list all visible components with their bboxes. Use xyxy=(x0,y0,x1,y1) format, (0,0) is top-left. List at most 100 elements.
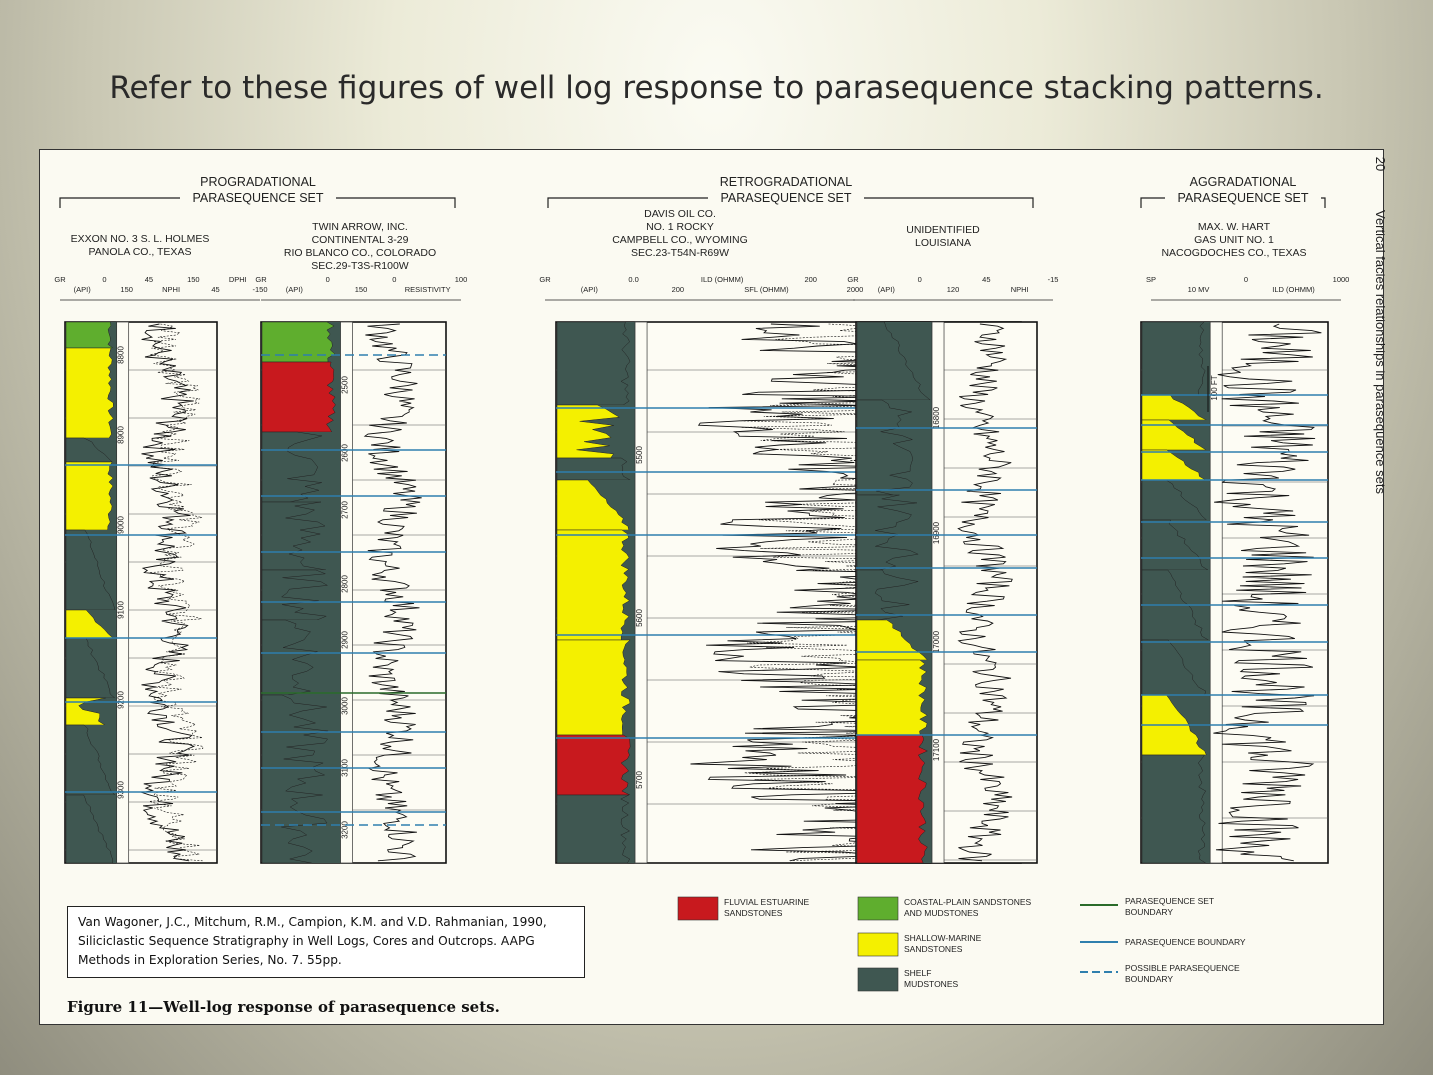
well-1-facies-unit xyxy=(65,529,116,611)
well-2-scale-label-1: GR xyxy=(255,275,267,284)
well-5-scale-label-5: 1000 xyxy=(1333,275,1350,284)
well-2-log-curve-1 xyxy=(363,323,422,862)
legend-swatch-1 xyxy=(677,896,719,921)
well-1-scale-label-9: DPHI xyxy=(229,275,247,284)
well-4-scale-label-2: (API) xyxy=(878,285,896,294)
well-3-scale-label-4: 200 xyxy=(672,285,685,294)
aggradational-header-title: AGGRADATIONAL xyxy=(1190,175,1297,189)
well-3-name-line-2: NO. 1 ROCKY xyxy=(646,221,714,233)
well-3-facies-unit xyxy=(556,321,631,406)
legend-boundary-label-3-1: POSSIBLE PARASEQUENCE xyxy=(1125,963,1240,973)
well-1-scale-label-2: (API) xyxy=(74,285,92,294)
well-4-scale-label-5: 45 xyxy=(982,275,990,284)
well-3-scale-label-3: 0.0 xyxy=(628,275,638,284)
well-3-facies-unit xyxy=(556,457,631,481)
well-5-log-curve-1 xyxy=(1213,323,1322,862)
well-4-scale-label-6: NPHI xyxy=(1011,285,1029,294)
well-2-scale-label-2: (API) xyxy=(286,285,304,294)
well-3-depth-label-2: 5600 xyxy=(635,609,644,627)
well-3-scale-label-2: (API) xyxy=(581,285,599,294)
well-2-facies-unit xyxy=(261,569,329,621)
well-4-depth-column xyxy=(931,321,945,864)
well-3-facies-unit xyxy=(556,794,631,864)
well-3-name-line-1: DAVIS OIL CO. xyxy=(644,208,716,220)
well-4-facies-unit xyxy=(856,619,928,661)
well-4-log-curve-1 xyxy=(957,323,1013,862)
legend-facies-label-4-1: SHELF xyxy=(904,968,931,978)
progradational-header-bracket-left xyxy=(59,197,180,208)
well-2-depth-label-5: 2900 xyxy=(341,631,350,649)
well-5-scale-label-2: 10 MV xyxy=(1188,285,1210,294)
well-4-scale-label-4: 120 xyxy=(947,285,960,294)
side-caption: Vertical facies relationships in paraseq… xyxy=(1373,210,1385,494)
aggradational-header-subtitle: PARASEQUENCE SET xyxy=(1177,191,1308,205)
well-1-log-curve-2 xyxy=(149,323,204,862)
legend-facies-label-1-1: FLUVIAL ESTUARINE xyxy=(724,897,810,907)
well-2-name-line-2: CONTINENTAL 3-29 xyxy=(312,234,409,246)
well-3-scale-label-5: ILD (OHMM) xyxy=(701,275,744,284)
progradational-header-bracket-right xyxy=(336,197,456,208)
well-3-name-line-3: CAMPBELL CO., WYOMING xyxy=(612,234,748,246)
well-1-log-curve-1 xyxy=(140,323,195,862)
retrogradational-header-title: RETROGRADATIONAL xyxy=(720,175,852,189)
well-2-scale-label-3: 0 xyxy=(326,275,330,284)
well-5-scale-label-3: 0 xyxy=(1244,275,1248,284)
well-3-scale-label-7: 200 xyxy=(804,275,817,284)
well-4-depth-label-1: 16800 xyxy=(932,406,941,429)
legend-facies-label-4-2: MUDSTONES xyxy=(904,979,958,989)
well-2-depth-label-8: 3200 xyxy=(341,821,350,839)
well-4-depth-label-3: 17000 xyxy=(932,630,941,653)
well-3-depth-label-1: 5500 xyxy=(635,446,644,464)
well-2-facies-unit xyxy=(261,694,329,864)
figure-caption: Figure 11—Well-log response of paraseque… xyxy=(67,998,500,1016)
well-5-facies-unit xyxy=(1141,479,1208,521)
well-3-facies-unit xyxy=(556,404,621,459)
well-4-scale-label-7: -15 xyxy=(1048,275,1059,284)
well-1-facies-unit xyxy=(65,347,114,439)
progradational-header-title: PROGRADATIONAL xyxy=(200,175,316,189)
well-2-scale-label-6: RESISTIVITY xyxy=(405,285,451,294)
retrogradational-header-bracket-left xyxy=(547,197,708,208)
legend-swatch-4 xyxy=(857,967,899,992)
well-1-depth-label-6: 9300 xyxy=(117,781,126,799)
well-2-depth-label-4: 2800 xyxy=(341,575,350,593)
well-log-diagram: PROGRADATIONAL PARASEQUENCE SET RETROGRADA… xyxy=(54,157,1385,992)
well-1-name-line-1: EXXON NO. 3 S. L. HOLMES xyxy=(71,233,210,245)
well-4-scale-label-1: GR xyxy=(847,275,859,284)
well-1-scale-label-4: 150 xyxy=(120,285,133,294)
well-3-facies-unit xyxy=(556,639,631,736)
well-5-scale-label-1: SP xyxy=(1146,275,1156,284)
well-2-facies-unit xyxy=(261,619,318,696)
well-4-facies-unit xyxy=(856,321,931,401)
well-1-name-line-2: PANOLA CO., TEXAS xyxy=(89,246,192,258)
well-3-scale-label-1: GR xyxy=(539,275,551,284)
aggradational-header-bracket-right xyxy=(1321,197,1326,208)
well-2-facies-unit xyxy=(261,501,326,571)
legend-boundary-label-3-2: BOUNDARY xyxy=(1125,974,1173,984)
well-3-depth-column xyxy=(634,321,648,864)
well-2-depth-label-3: 2700 xyxy=(341,501,350,519)
legend-facies-label-3-1: SHALLOW-MARINE xyxy=(904,933,982,943)
well-1-depth-column xyxy=(116,321,130,864)
progradational-header-subtitle: PARASEQUENCE SET xyxy=(192,191,323,205)
well-5-facies-unit xyxy=(1141,321,1206,396)
well-1-scale-label-5: 45 xyxy=(145,275,153,284)
legend-boundary-label-1-2: BOUNDARY xyxy=(1125,907,1173,917)
well-1-depth-label-5: 9200 xyxy=(117,691,126,709)
legend-swatch-3 xyxy=(857,932,899,957)
well-1-scale-label-10: -150 xyxy=(252,285,267,294)
well-1-facies-unit xyxy=(65,724,116,796)
well-1-facies-unit xyxy=(65,321,114,349)
well-1-facies-unit xyxy=(65,637,116,699)
well-3-scale-label-8: 2000 xyxy=(847,285,864,294)
legend-facies-label-2-2: AND MUDSTONES xyxy=(904,908,979,918)
well-4-scale-label-3: 0 xyxy=(918,275,922,284)
citation-box: Van Wagoner, J.C., Mitchum, R.M., Campio… xyxy=(67,906,585,978)
well-4-facies-unit xyxy=(856,399,914,496)
retrogradational-header-subtitle: PARASEQUENCE SET xyxy=(720,191,851,205)
well-2-depth-label-2: 2600 xyxy=(341,444,350,462)
well-1-depth-label-1: 8800 xyxy=(117,346,126,364)
legend-facies-label-2-1: COASTAL-PLAIN SANDSTONES xyxy=(904,897,1032,907)
well-4-name-line-2: LOUISIANA xyxy=(915,237,971,249)
well-2-name-line-1: TWIN ARROW, INC. xyxy=(312,221,408,233)
